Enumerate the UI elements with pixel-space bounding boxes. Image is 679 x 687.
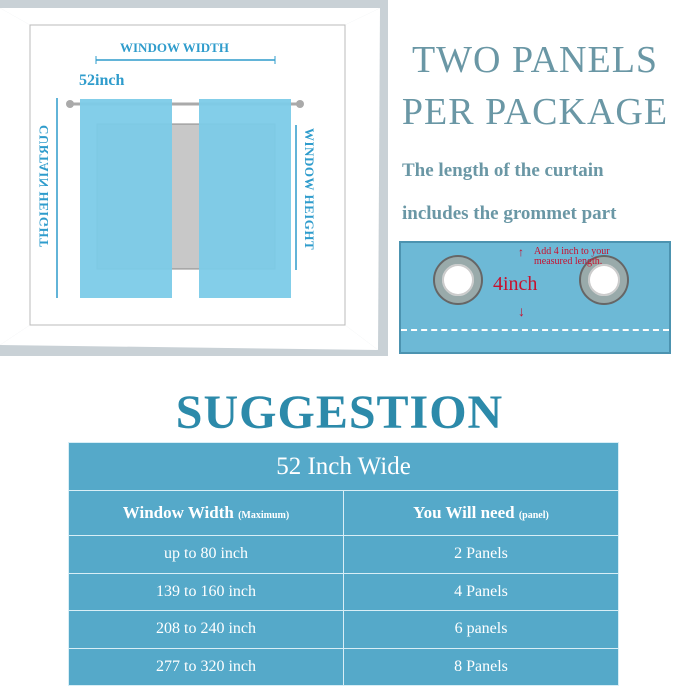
- down-arrow-icon: ↓: [518, 305, 525, 320]
- cell-width: 208 to 240 inch: [68, 610, 344, 649]
- col-header-window-width: Window Width (Maximum): [68, 490, 344, 536]
- curtain-height-label: CURTAIN HEIGHT: [36, 125, 51, 248]
- grommet-icon: [435, 257, 481, 303]
- panel-width-label: 52inch: [79, 72, 125, 89]
- cell-width: 277 to 320 inch: [68, 647, 344, 686]
- window-height-label: WINDOW HEIGHT: [302, 128, 317, 251]
- table-row: 208 to 240 inch 6 panels: [68, 610, 619, 649]
- suggestion-table: 52 Inch Wide Window Width (Maximum) You …: [68, 442, 619, 686]
- note-line1: The length of the curtain: [402, 160, 604, 181]
- right-curtain-panel: [199, 99, 291, 298]
- hint-line2: measured length.: [534, 256, 603, 267]
- cell-width: 139 to 160 inch: [68, 572, 344, 611]
- headline-line1: TWO PANELS: [411, 39, 659, 81]
- cell-need: 6 panels: [343, 610, 619, 649]
- up-arrow-icon: ↑: [518, 245, 524, 259]
- col-header-need: You Will need (panel): [343, 490, 619, 536]
- room-diagram: WINDOW WIDTH 52inch CURTAIN HEIGHT WINDO…: [0, 0, 388, 356]
- window-width-label: WINDOW WIDTH: [120, 40, 229, 55]
- cell-need: 8 Panels: [343, 647, 619, 686]
- note-line2: includes the grommet part: [402, 203, 617, 224]
- measure-hint: Add 4 inch to your measured length.: [534, 247, 610, 267]
- grommet-icon: [581, 257, 627, 303]
- suggestion-title: SUGGESTION: [175, 386, 504, 439]
- grommet-detail: ↑ ↓ 4inch Add 4 inch to your measured le…: [399, 241, 671, 354]
- cell-need: 2 Panels: [343, 535, 619, 574]
- hint-line1: Add 4 inch to your: [534, 246, 610, 257]
- col2-sub: (panel): [518, 510, 549, 521]
- table-row: 277 to 320 inch 8 Panels: [68, 647, 619, 686]
- left-curtain-panel: [80, 99, 172, 298]
- table-row: up to 80 inch 2 Panels: [68, 535, 619, 574]
- col2-label: You Will need: [413, 503, 515, 522]
- table-caption: 52 Inch Wide: [68, 442, 619, 491]
- hem-line: [401, 329, 669, 331]
- cell-need: 4 Panels: [343, 572, 619, 611]
- measure-label: 4inch: [493, 273, 538, 295]
- cell-width: up to 80 inch: [68, 535, 344, 574]
- col1-sub: (Maximum): [238, 510, 290, 521]
- col1-label: Window Width: [122, 503, 234, 522]
- table-row: 139 to 160 inch 4 Panels: [68, 572, 619, 611]
- room-illustration: [0, 0, 388, 356]
- headline-line2: PER PACKAGE: [401, 91, 669, 133]
